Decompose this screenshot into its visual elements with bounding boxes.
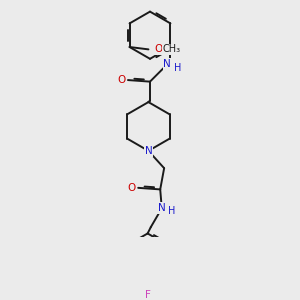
Text: O: O (128, 183, 136, 193)
Text: N: N (158, 203, 166, 213)
Text: F: F (145, 290, 151, 300)
Text: N: N (145, 146, 152, 156)
Text: O: O (118, 75, 126, 85)
Text: N: N (164, 59, 171, 69)
Text: H: H (168, 206, 176, 216)
Text: CH₃: CH₃ (163, 44, 181, 54)
Text: O: O (154, 44, 163, 54)
Text: H: H (174, 63, 181, 73)
